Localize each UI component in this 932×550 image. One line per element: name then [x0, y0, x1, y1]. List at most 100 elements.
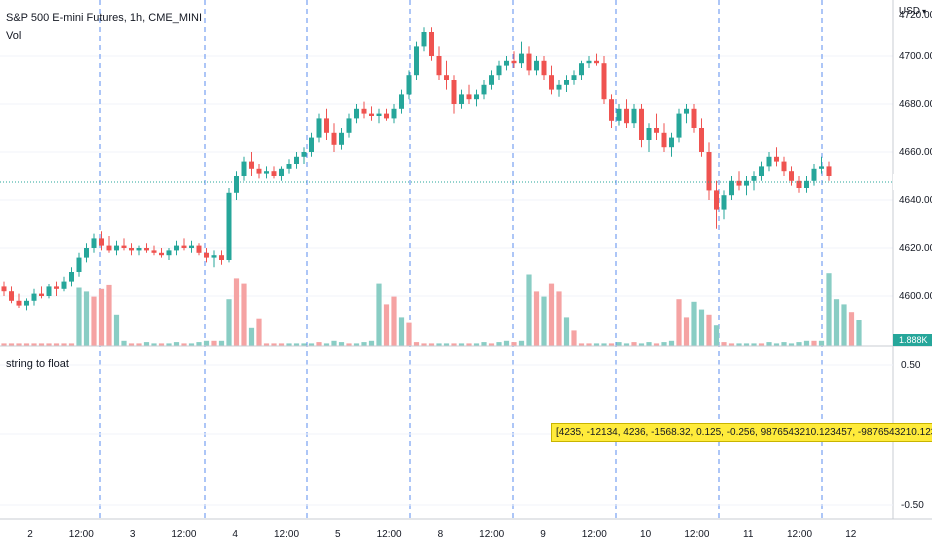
- price-tick-label: 4600.00: [899, 291, 932, 302]
- volume-bar: [323, 343, 330, 346]
- symbol-legend[interactable]: S&P 500 E-mini Futures, 1h, CME_MINI: [6, 12, 203, 24]
- candle-body: [534, 60, 539, 71]
- volume-bar: [788, 343, 795, 346]
- volume-bar: [488, 343, 495, 346]
- candle-body: [631, 108, 637, 124]
- candle-body: [136, 248, 142, 251]
- candle-body: [714, 190, 719, 210]
- candle-body: [54, 286, 59, 289]
- candle-body: [354, 108, 359, 119]
- candle-body: [264, 171, 269, 174]
- volume-bar: [803, 340, 810, 346]
- candle-body: [564, 80, 569, 85]
- time-tick-label: 12:00: [377, 529, 402, 540]
- candle-body: [114, 245, 119, 251]
- candle-body: [174, 245, 179, 251]
- currency-label: USD: [898, 6, 920, 17]
- volume-bar: [421, 343, 427, 346]
- volume-bar: [653, 343, 660, 346]
- candle-body: [301, 152, 307, 157]
- volume-bar: [496, 342, 502, 346]
- candle-body: [1, 286, 7, 292]
- candle-body: [706, 152, 712, 191]
- candle-body: [654, 128, 659, 133]
- candle-body: [99, 238, 104, 246]
- volume-bar: [376, 283, 382, 346]
- candle-body: [39, 293, 44, 296]
- volume-bar: [848, 312, 855, 346]
- volume-bar: [758, 343, 765, 346]
- time-tick-label: 12:00: [787, 529, 812, 540]
- last-price-tag-bg: [893, 174, 932, 190]
- volume-bar: [263, 343, 270, 346]
- time-tick-label: 12:00: [274, 529, 299, 540]
- volume-bar: [481, 342, 487, 346]
- volume-bar: [616, 342, 622, 346]
- volume-bar: [61, 343, 67, 346]
- candle-body: [459, 94, 464, 104]
- volume-bar: [143, 342, 150, 346]
- volume-bar: [631, 342, 637, 346]
- candle-body: [601, 63, 607, 100]
- candle-body: [766, 156, 772, 167]
- candle-body: [804, 180, 809, 188]
- candle-body: [91, 238, 97, 248]
- time-tick-label: 12: [845, 529, 857, 540]
- volume-bar: [751, 343, 757, 346]
- candle-body: [226, 192, 232, 260]
- indicator-tick-label: 0.50: [901, 360, 921, 371]
- volume-bar: [181, 343, 187, 346]
- candle-body: [346, 118, 352, 133]
- volume-bar: [833, 299, 840, 346]
- time-tick-label: 4: [232, 529, 238, 540]
- volume-bar: [286, 343, 292, 346]
- volume-bar: [91, 296, 97, 346]
- candle-body: [376, 113, 382, 116]
- candle-body: [361, 108, 367, 114]
- candle-body: [159, 252, 164, 256]
- candle-body: [331, 132, 337, 145]
- currency-selector[interactable]: USD ▾: [899, 6, 926, 17]
- candle-body: [309, 137, 314, 152]
- candle-body: [759, 166, 764, 176]
- volume-bar: [398, 317, 405, 346]
- volume-bar: [226, 299, 232, 346]
- candle-body: [436, 56, 442, 76]
- volume-bar: [278, 343, 285, 346]
- candle-body: [324, 118, 329, 133]
- volume-bar: [743, 343, 750, 346]
- candle-body: [826, 166, 832, 176]
- volume-legend[interactable]: Vol: [6, 30, 22, 42]
- volume-bar: [308, 343, 315, 346]
- volume-bar: [256, 318, 262, 346]
- volume-bar: [548, 283, 555, 346]
- candle-body: [556, 84, 562, 90]
- candle-body: [204, 252, 209, 258]
- candle-body: [466, 94, 472, 100]
- candle-body: [279, 168, 284, 176]
- volume-bar: [713, 325, 720, 346]
- candle-body: [144, 248, 149, 251]
- candle-body: [399, 94, 404, 109]
- candle-body: [9, 291, 14, 301]
- volume-bar: [188, 343, 195, 346]
- volume-bar: [578, 343, 585, 346]
- volume-bar: [158, 343, 165, 346]
- volume-bar: [31, 343, 37, 346]
- volume-bar: [353, 343, 360, 346]
- candle-body: [249, 161, 254, 169]
- candle-body: [16, 300, 22, 306]
- volume-bar: [413, 342, 420, 346]
- indicator-legend[interactable]: string to float: [6, 358, 69, 370]
- candle-body: [646, 128, 652, 140]
- volume-bar: [668, 340, 675, 346]
- volume-bar: [736, 343, 742, 346]
- volume-bar: [368, 340, 375, 346]
- volume-bar: [856, 320, 862, 346]
- volume-bar: [76, 287, 82, 346]
- candle-body: [549, 75, 554, 90]
- volume-bar: [23, 343, 30, 346]
- candle-body: [744, 180, 749, 186]
- candle-body: [751, 176, 757, 181]
